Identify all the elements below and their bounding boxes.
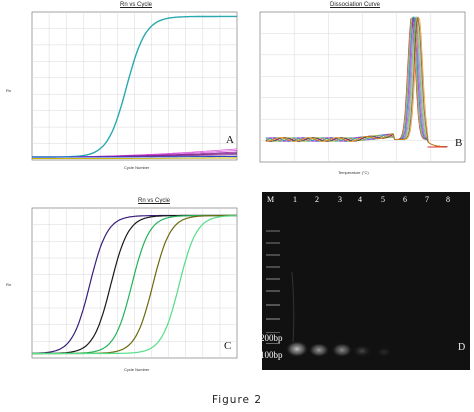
panel-b-series-7 — [265, 18, 448, 148]
gel-lane-7: 7 — [425, 195, 429, 204]
panel-c-xlabel: Cycle Number — [124, 367, 150, 372]
gel-lane-2: 2 — [315, 195, 319, 204]
gel-lane-5: 5 — [381, 195, 385, 204]
panel-c-ylabel: Rn — [6, 282, 12, 287]
panel-b-plot — [259, 11, 466, 163]
panel-a-xlabel: Cycle Number — [124, 165, 150, 170]
gel-lane-1: 1 — [293, 195, 297, 204]
panel-c: Rn vs Cycle Rn Cycle Number C — [2, 198, 242, 373]
panel-a-title: Rn vs Cycle — [120, 2, 153, 8]
panel-d-letter: D — [458, 342, 466, 353]
panel-c-letter: C — [224, 340, 232, 352]
panel-a-plot — [31, 11, 238, 161]
gel-lane-4: 4 — [358, 195, 362, 204]
panel-a: Rn vs Cycle Rn Cycle Number A — [2, 2, 242, 172]
figure-caption: Figure 2 — [211, 394, 263, 406]
panel-c-title: Rn vs Cycle — [138, 198, 171, 204]
gel-bands — [266, 230, 392, 357]
gel-label-200bp: 200bp — [262, 333, 283, 343]
gel-band-5 — [376, 347, 392, 357]
gel-label-100bp: 100bp — [262, 350, 283, 360]
panel-a-series-3 — [32, 157, 237, 159]
gel-lane-3: 3 — [338, 195, 342, 204]
panel-c-series-4 — [32, 215, 237, 355]
gel-band-3 — [332, 343, 352, 357]
panel-a-ylabel: Rn — [6, 88, 12, 93]
panel-b-letter: B — [455, 137, 463, 149]
panel-b-xlabel: Temperature (°C) — [338, 170, 369, 175]
gel-lane-6: 6 — [403, 195, 407, 204]
gel-band-4 — [353, 345, 371, 357]
gel-lane-8: 8 — [446, 195, 450, 204]
panel-a-series-4 — [32, 155, 237, 158]
panel-c-plot — [31, 207, 238, 359]
panel-a-letter: A — [226, 134, 234, 146]
panel-b: Dissociation Curve Temperature (°C) B — [250, 2, 472, 182]
gel-band-1 — [286, 341, 308, 357]
gel-band-2 — [309, 343, 329, 357]
gel-lane-marker: M — [267, 195, 275, 204]
panel-d-gel: M 1 2 3 4 5 6 7 8 — [262, 192, 470, 370]
panel-b-title: Dissociation Curve — [330, 2, 381, 8]
